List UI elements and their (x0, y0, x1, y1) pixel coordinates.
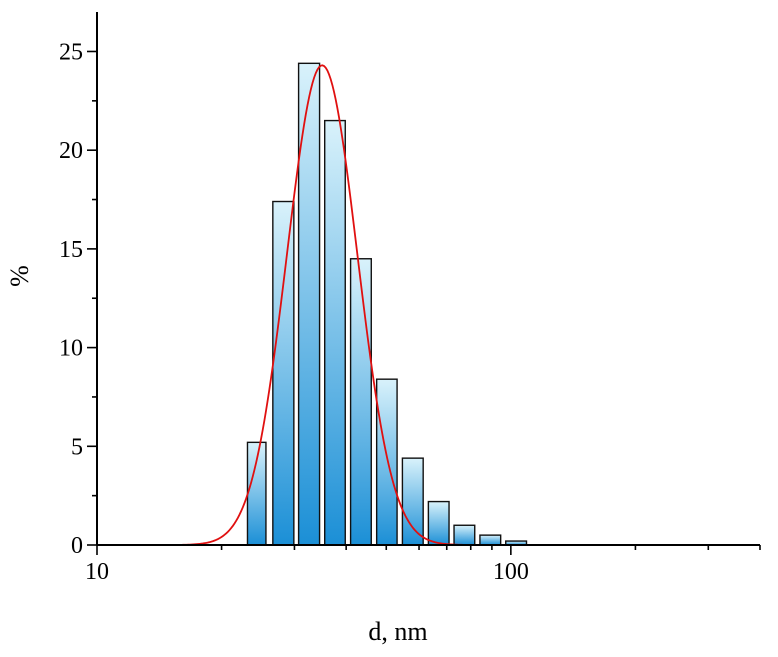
histogram-bar (349, 258, 372, 546)
y-tick-label: 0 (71, 533, 83, 559)
y-axis-label: % (5, 265, 34, 287)
y-tick-label: 25 (59, 39, 83, 65)
histogram-bar (479, 534, 502, 546)
histogram-bar (401, 457, 424, 546)
y-axis-ticks: 0 5 10 15 20 25 (59, 39, 97, 559)
y-tick-label: 20 (59, 138, 83, 164)
x-axis-ticks: 10 100 (85, 545, 761, 585)
histogram-bar (272, 200, 295, 546)
x-tick-label: 10 (85, 559, 109, 585)
x-axis-label: d, nm (368, 617, 427, 646)
histogram-bar (453, 524, 476, 546)
fit-curve (97, 64, 760, 546)
histogram-bars (246, 62, 528, 546)
y-tick-label: 10 (59, 336, 83, 362)
axes (96, 12, 760, 546)
histogram-bar (324, 119, 346, 546)
x-tick-label: 100 (493, 559, 529, 585)
y-tick-label: 5 (71, 434, 83, 460)
histogram-bar (375, 378, 398, 546)
histogram-bar (427, 500, 450, 546)
y-tick-label: 15 (59, 237, 83, 263)
